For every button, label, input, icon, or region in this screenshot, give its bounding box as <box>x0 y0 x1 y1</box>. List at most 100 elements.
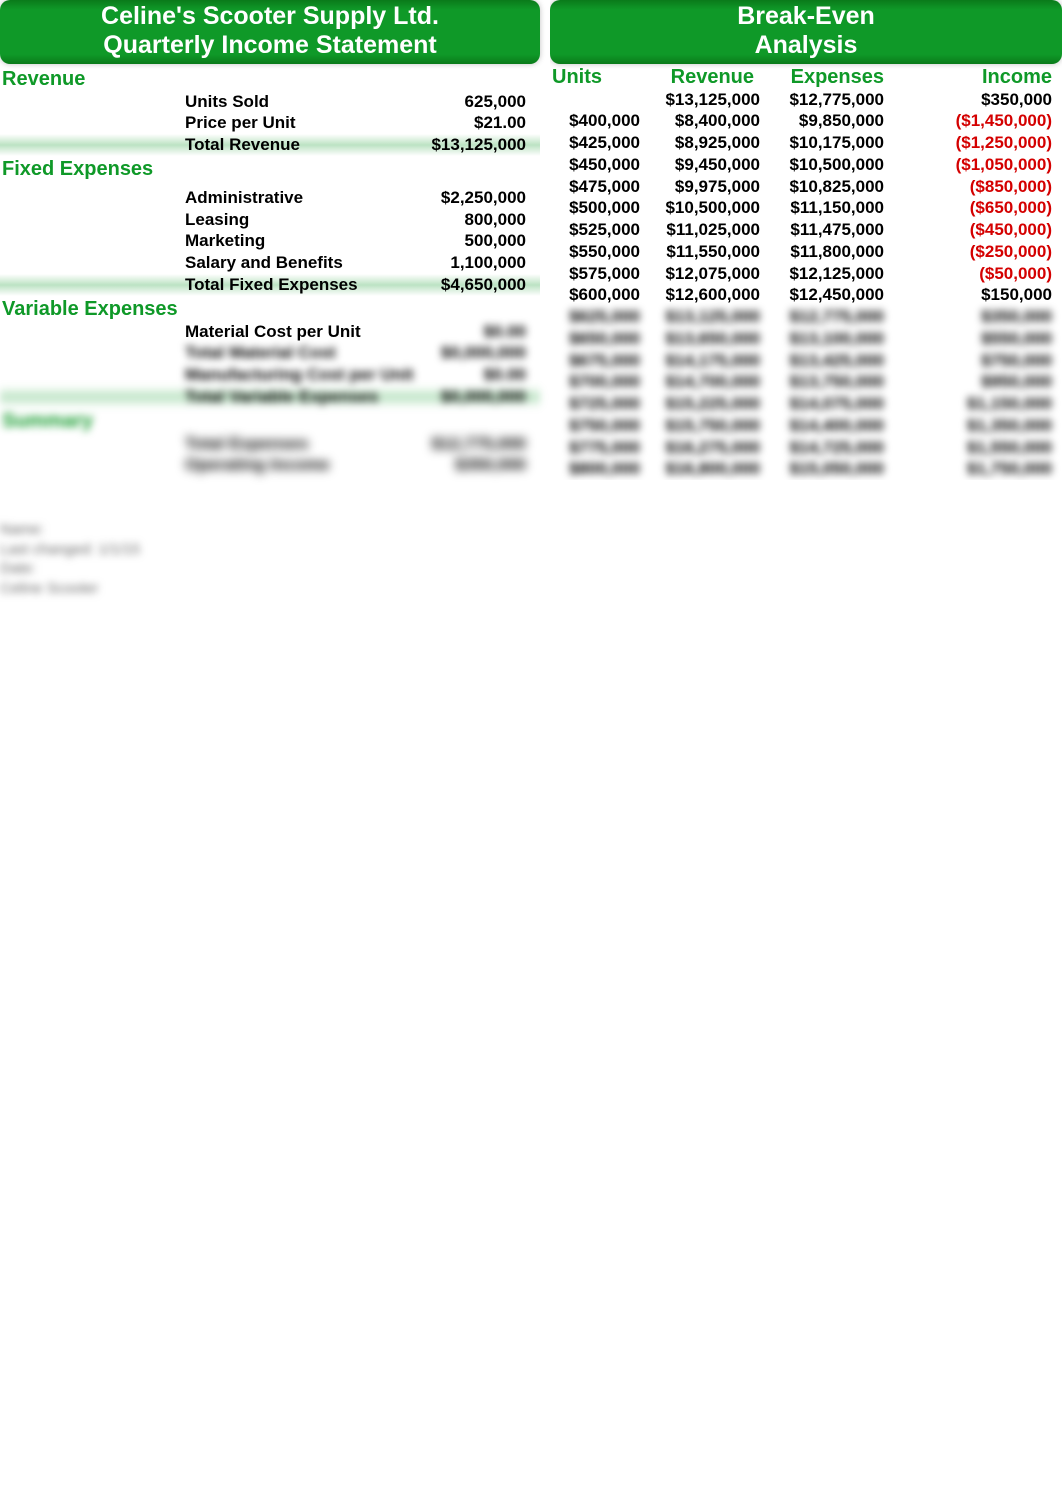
cell-units: $800,000 <box>550 458 650 480</box>
row-mfg-cost-unit: Manufacturing Cost per Unit $0.00 <box>0 364 540 386</box>
table-row: $700,000$14,700,000$13,750,000$950,000 <box>550 371 1062 393</box>
value: $0.00 <box>414 364 540 386</box>
value: $350,000 <box>385 454 540 476</box>
table-row: $625,000$13,125,000$12,775,000$350,000 <box>550 306 1062 328</box>
cell-rev: $14,700,000 <box>650 371 770 393</box>
cell-rev: $9,975,000 <box>650 176 770 198</box>
label: Material Cost per Unit <box>0 321 385 343</box>
cell-exp: $11,150,000 <box>770 197 894 219</box>
cell-rev: $9,450,000 <box>650 154 770 176</box>
cell-units: $475,000 <box>550 176 650 198</box>
cell-units: $400,000 <box>550 110 650 132</box>
cell-exp: $14,075,000 <box>770 393 894 415</box>
col-income: Income <box>894 66 1062 89</box>
cell-inc: ($450,000) <box>894 219 1062 241</box>
value: 500,000 <box>385 230 540 252</box>
cell-exp: $11,800,000 <box>770 241 894 263</box>
table-row: $475,000$9,975,000$10,825,000($850,000) <box>550 176 1062 198</box>
col-expenses: Expenses <box>764 66 894 89</box>
cell-exp: $13,425,000 <box>770 350 894 372</box>
row-total-material-cost: Total Material Cost $0,000,000 <box>0 342 540 364</box>
row-total-fixed: Total Fixed Expenses $4,650,000 <box>0 274 540 296</box>
table-row: $425,000$8,925,000$10,175,000($1,250,000… <box>550 132 1062 154</box>
cell-inc: $750,000 <box>894 350 1062 372</box>
cell-units: $650,000 <box>550 328 650 350</box>
row-total-revenue: Total Revenue $13,125,000 <box>0 134 540 156</box>
cell-inc: $550,000 <box>894 328 1062 350</box>
right-title-2: Analysis <box>550 31 1062 60</box>
cell-rev: $14,175,000 <box>650 350 770 372</box>
value: 625,000 <box>385 91 540 113</box>
section-variable-heading: Variable Expenses <box>0 296 540 321</box>
row-total-expenses: Total Expenses $12,775,000 <box>0 433 540 455</box>
income-statement-panel: Celine's Scooter Supply Ltd. Quarterly I… <box>0 0 540 480</box>
cell-exp: $9,850,000 <box>770 110 894 132</box>
cell-rev: $13,125,000 <box>650 89 770 111</box>
cell-inc: ($1,450,000) <box>894 110 1062 132</box>
label: Price per Unit <box>0 112 385 134</box>
table-row: $775,000$16,275,000$14,725,000$1,550,000 <box>550 437 1062 459</box>
cell-inc: ($650,000) <box>894 197 1062 219</box>
cell-exp: $14,400,000 <box>770 415 894 437</box>
label: Operating Income <box>0 454 385 476</box>
section-fixed-heading: Fixed Expenses <box>0 156 540 181</box>
value: $0,000,000 <box>385 342 540 364</box>
cell-rev: $16,275,000 <box>650 437 770 459</box>
table-row: $450,000$9,450,000$10,500,000($1,050,000… <box>550 154 1062 176</box>
cell-inc: ($850,000) <box>894 176 1062 198</box>
row-total-variable: Total Variable Expenses $0,000,000 <box>0 386 540 408</box>
row-administrative: Administrative $2,250,000 <box>0 187 540 209</box>
footer-date: Date: <box>0 559 1062 579</box>
label: Leasing <box>0 209 385 231</box>
table-row: $800,000$16,800,000$15,050,000$1,750,000 <box>550 458 1062 480</box>
section-revenue-heading: Revenue <box>0 66 540 91</box>
value: 1,100,000 <box>385 252 540 274</box>
label: Total Revenue <box>0 134 385 156</box>
label: Marketing <box>0 230 385 252</box>
table-row: $575,000$12,075,000$12,125,000($50,000) <box>550 263 1062 285</box>
cell-units: $750,000 <box>550 415 650 437</box>
cell-exp: $12,775,000 <box>770 89 894 111</box>
table-row: $750,000$15,750,000$14,400,000$1,350,000 <box>550 415 1062 437</box>
cell-rev: $13,125,000 <box>650 306 770 328</box>
cell-rev: $13,650,000 <box>650 328 770 350</box>
cell-exp: $11,475,000 <box>770 219 894 241</box>
section-summary-heading: Summary <box>0 408 540 433</box>
label: Salary and Benefits <box>0 252 385 274</box>
cell-units: $525,000 <box>550 219 650 241</box>
cell-rev: $12,075,000 <box>650 263 770 285</box>
cell-units: $675,000 <box>550 350 650 372</box>
row-price-per-unit: Price per Unit $21.00 <box>0 112 540 134</box>
cell-units: $450,000 <box>550 154 650 176</box>
table-row: $650,000$13,650,000$13,100,000$550,000 <box>550 328 1062 350</box>
break-even-panel: Break-Even Analysis Units Revenue Expens… <box>550 0 1062 480</box>
cell-units <box>550 89 650 111</box>
table-row: $550,000$11,550,000$11,800,000($250,000) <box>550 241 1062 263</box>
cell-exp: $12,125,000 <box>770 263 894 285</box>
row-marketing: Marketing 500,000 <box>0 230 540 252</box>
table-row: $725,000$15,225,000$14,075,000$1,150,000 <box>550 393 1062 415</box>
cell-exp: $14,725,000 <box>770 437 894 459</box>
cell-units: $700,000 <box>550 371 650 393</box>
left-header: Celine's Scooter Supply Ltd. Quarterly I… <box>0 0 540 64</box>
break-even-rows: $13,125,000$12,775,000$350,000$400,000$8… <box>550 89 1062 481</box>
right-header: Break-Even Analysis <box>550 0 1062 64</box>
label: Units Sold <box>0 91 385 113</box>
cell-inc: $150,000 <box>894 284 1062 306</box>
col-units: Units <box>550 66 634 89</box>
table-row: $600,000$12,600,000$12,450,000$150,000 <box>550 284 1062 306</box>
table-row: $525,000$11,025,000$11,475,000($450,000) <box>550 219 1062 241</box>
row-salary-benefits: Salary and Benefits 1,100,000 <box>0 252 540 274</box>
cell-exp: $10,825,000 <box>770 176 894 198</box>
label: Total Expenses <box>0 433 385 455</box>
cell-exp: $13,100,000 <box>770 328 894 350</box>
cell-rev: $10,500,000 <box>650 197 770 219</box>
value: $4,650,000 <box>385 274 540 296</box>
cell-inc: $1,550,000 <box>894 437 1062 459</box>
table-row: $675,000$14,175,000$13,425,000$750,000 <box>550 350 1062 372</box>
cell-inc: $1,350,000 <box>894 415 1062 437</box>
cell-inc: $350,000 <box>894 89 1062 111</box>
table-row: $500,000$10,500,000$11,150,000($650,000) <box>550 197 1062 219</box>
cell-exp: $10,500,000 <box>770 154 894 176</box>
break-even-columns: Units Revenue Expenses Income <box>550 66 1062 89</box>
